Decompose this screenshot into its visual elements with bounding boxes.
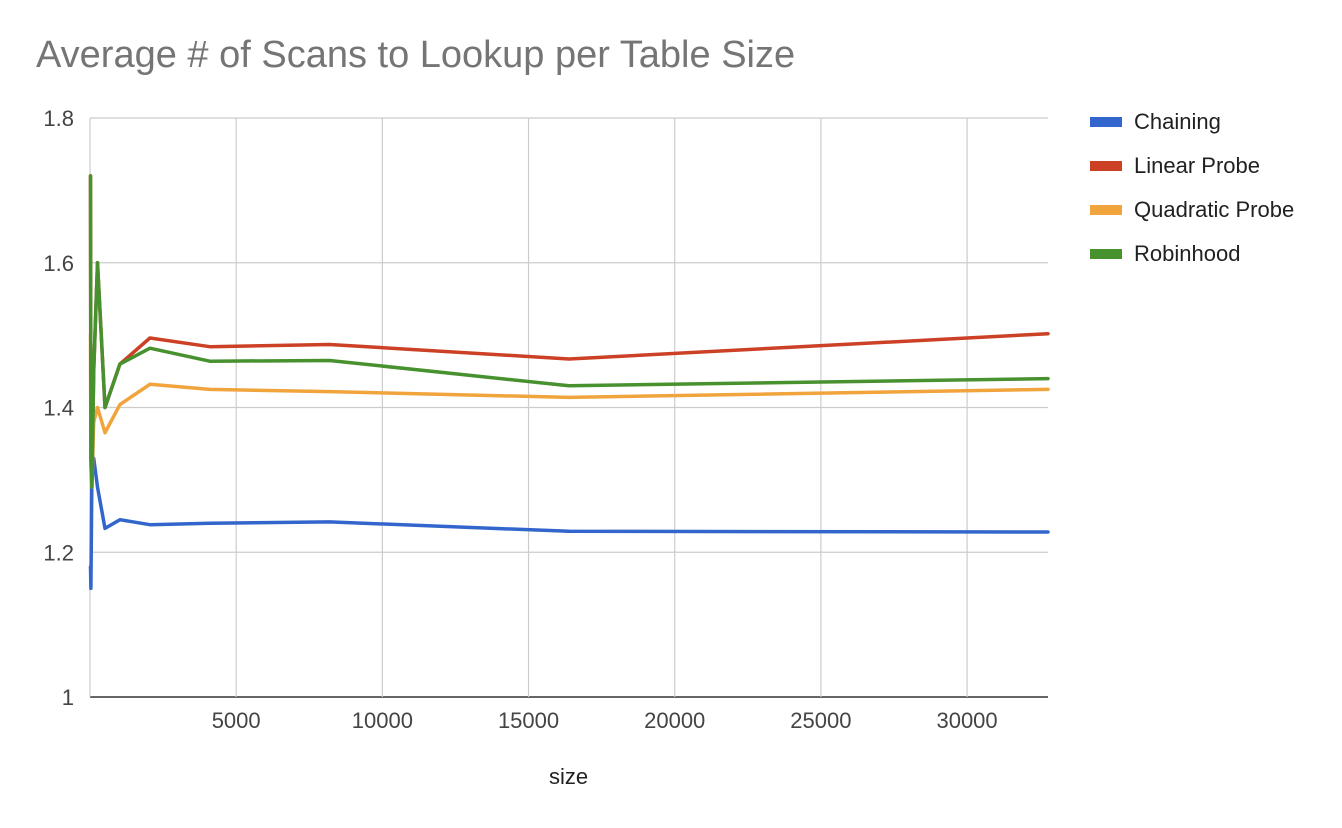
x-axis-title: size <box>548 764 589 789</box>
legend-label: Linear Probe <box>1134 153 1260 178</box>
legend-swatch <box>1090 205 1122 215</box>
legend-item: Chaining <box>1090 100 1294 144</box>
series-line-chaining <box>88 456 1050 591</box>
x-tick-label: 20000 <box>644 708 705 733</box>
legend-item: Linear Probe <box>1090 144 1294 188</box>
x-tick-label: 25000 <box>790 708 851 733</box>
legend-swatch <box>1090 249 1122 259</box>
x-tick-label: 15000 <box>498 708 559 733</box>
series-line-robinhood <box>88 174 1050 489</box>
legend-item: Robinhood <box>1090 232 1294 276</box>
y-tick-label: 1.6 <box>43 251 74 276</box>
chart-title: Average # of Scans to Lookup per Table S… <box>36 34 796 76</box>
series-line-linear-probe <box>88 174 1050 482</box>
y-tick-label: 1.4 <box>43 396 74 421</box>
series-lines <box>88 174 1050 591</box>
y-tick-label: 1 <box>62 685 74 710</box>
legend-label: Robinhood <box>1134 241 1241 266</box>
x-tick-label: 30000 <box>936 708 997 733</box>
legend-swatch <box>1090 161 1122 171</box>
legend-swatch <box>1090 117 1122 127</box>
gridlines <box>89 117 1048 698</box>
x-tick-label: 5000 <box>212 708 261 733</box>
legend-item: Quadratic Probe <box>1090 188 1294 232</box>
legend-label: Quadratic Probe <box>1134 197 1295 222</box>
x-tick-label: 10000 <box>352 708 413 733</box>
legend-label: Chaining <box>1134 109 1221 134</box>
legend: Chaining Linear Probe Quadratic Probe Robin… <box>1090 100 1294 276</box>
y-tick-label: 1.8 <box>43 106 74 131</box>
tick-labels: 1 1.2 1.4 1.6 1.8 5000 10000 15000 20000 25000 300… <box>43 106 997 733</box>
y-tick-label: 1.2 <box>43 540 74 565</box>
